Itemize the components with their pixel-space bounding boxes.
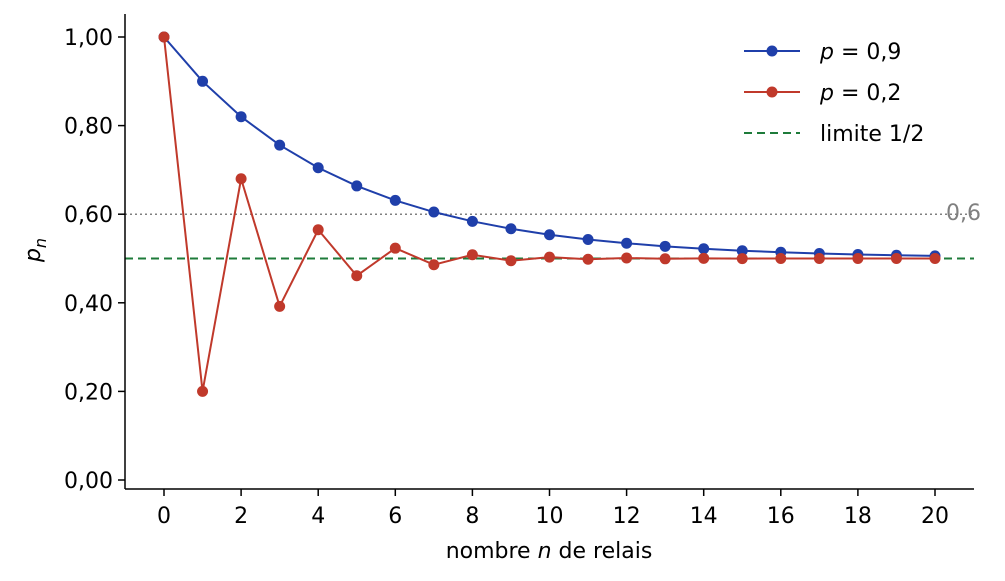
y-ticks: 0,00 0,20 0,40 0,60 0,80 1,00: [64, 26, 125, 494]
data-point-s0-5: [351, 180, 363, 192]
legend-label-p-0-9: p = 0,9: [819, 40, 901, 65]
legend-marker-p-0-9: [766, 45, 778, 57]
x-tick-label-6: 6: [388, 504, 402, 529]
x-axis-label: nombre n de relais: [446, 539, 653, 564]
reference-line-label: 0,6: [946, 201, 981, 226]
data-point-s1-13: [659, 253, 671, 265]
data-point-s0-8: [466, 215, 478, 227]
x-tick-label-12: 12: [613, 504, 641, 529]
data-point-s1-19: [890, 253, 902, 264]
data-point-s1-1: [197, 385, 209, 397]
x-tick-label-16: 16: [767, 504, 795, 529]
data-point-s0-1: [197, 75, 209, 87]
data-point-s0-7: [428, 206, 440, 218]
data-point-s1-12: [621, 252, 633, 264]
x-tick-label-8: 8: [465, 504, 479, 529]
data-point-s1-2: [235, 173, 247, 185]
data-point-s1-16: [775, 252, 787, 264]
x-tick-label-4: 4: [311, 504, 325, 529]
x-tick-label-2: 2: [234, 504, 248, 529]
data-point-s0-9: [505, 223, 517, 235]
legend: p = 0,9 p = 0,2 limite 1/2: [744, 40, 924, 147]
data-point-s0-15: [736, 245, 748, 257]
y-axis-label: pn: [21, 238, 50, 263]
y-tick-label-5: 1,00: [64, 26, 113, 51]
legend-entry-limite: limite 1/2: [744, 122, 924, 147]
y-tick-label-3: 0,60: [64, 203, 113, 228]
data-point-s1-17: [813, 253, 825, 265]
data-point-s0-3: [274, 139, 286, 151]
data-point-s0-4: [312, 162, 324, 174]
data-point-s1-11: [582, 253, 594, 265]
legend-entry-p-0-9: p = 0,9: [744, 40, 901, 65]
data-point-s0-13: [659, 240, 671, 252]
legend-label-limite: limite 1/2: [820, 122, 924, 147]
legend-entry-p-0-2: p = 0,2: [744, 81, 901, 106]
data-point-s1-3: [274, 300, 286, 312]
data-point-s1-6: [389, 242, 401, 254]
data-point-s1-8: [466, 249, 478, 261]
x-tick-label-20: 20: [921, 504, 949, 529]
y-tick-label-2: 0,40: [64, 292, 113, 317]
data-point-s0-14: [698, 243, 710, 255]
data-point-s0-6: [389, 194, 401, 206]
data-point-s0-11: [582, 233, 594, 245]
legend-marker-p-0-2: [766, 86, 778, 98]
data-point-s1-7: [428, 259, 440, 271]
data-point-s1-20: [929, 253, 941, 264]
data-point-s1-10: [544, 251, 555, 263]
y-tick-label-4: 0,80: [64, 115, 113, 140]
data-point-s1-9: [505, 255, 517, 267]
data-point-s1-14: [698, 252, 710, 264]
y-tick-label-0: 0,00: [64, 469, 113, 494]
data-point-s1-15: [736, 253, 748, 265]
data-point-s0-10: [544, 229, 555, 241]
data-point-s0-2: [235, 111, 247, 123]
data-point-s1-5: [351, 270, 363, 282]
data-point-s1-4: [312, 224, 324, 236]
data-point-s1-18: [852, 253, 864, 264]
x-tick-label-0: 0: [157, 504, 171, 529]
series-layer: [158, 31, 941, 397]
x-tick-label-18: 18: [844, 504, 872, 529]
legend-label-p-0-2: p = 0,2: [819, 81, 901, 106]
y-tick-label-1: 0,20: [64, 380, 113, 405]
x-ticks: 0 2 4 6 8 10 12 14 16 18 20: [157, 489, 949, 529]
data-point-s1-0: [158, 31, 170, 43]
x-tick-label-10: 10: [536, 504, 564, 529]
data-point-s0-12: [621, 237, 633, 249]
x-tick-label-14: 14: [690, 504, 718, 529]
